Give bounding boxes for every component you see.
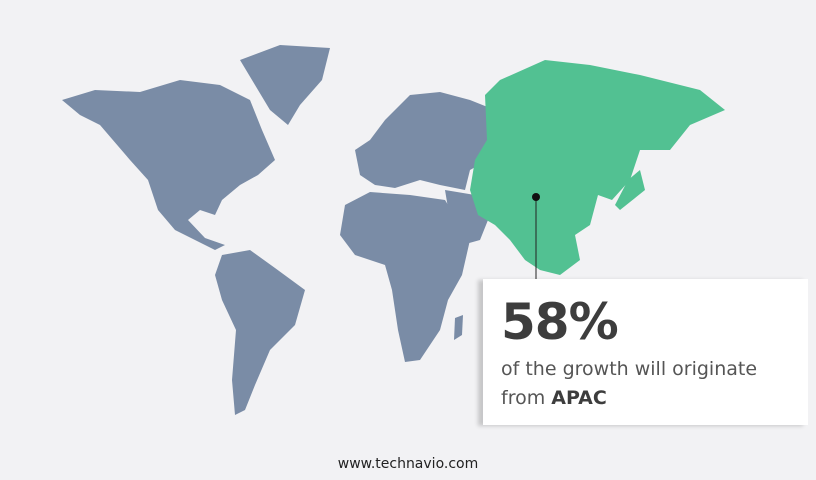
europe [355,92,490,190]
growth-percent: 58% [501,293,619,351]
north-america [62,80,275,250]
madagascar [454,315,463,340]
footer-url: www.technavio.com [337,456,479,472]
japan [615,170,645,210]
apac-region [470,60,725,275]
callout-line-2: from APAC [501,384,801,413]
callout-prefix: from [501,387,552,409]
south-america [215,250,305,415]
callout-dot [532,193,540,201]
greenland [240,45,330,125]
callout-text: of the growth will originate from APAC [501,355,801,413]
africa [340,192,470,362]
callout-line-1: of the growth will originate [501,358,758,380]
callout-region: APAC [551,387,607,409]
callout-card: 58% of the growth will originate from AP… [483,279,808,425]
